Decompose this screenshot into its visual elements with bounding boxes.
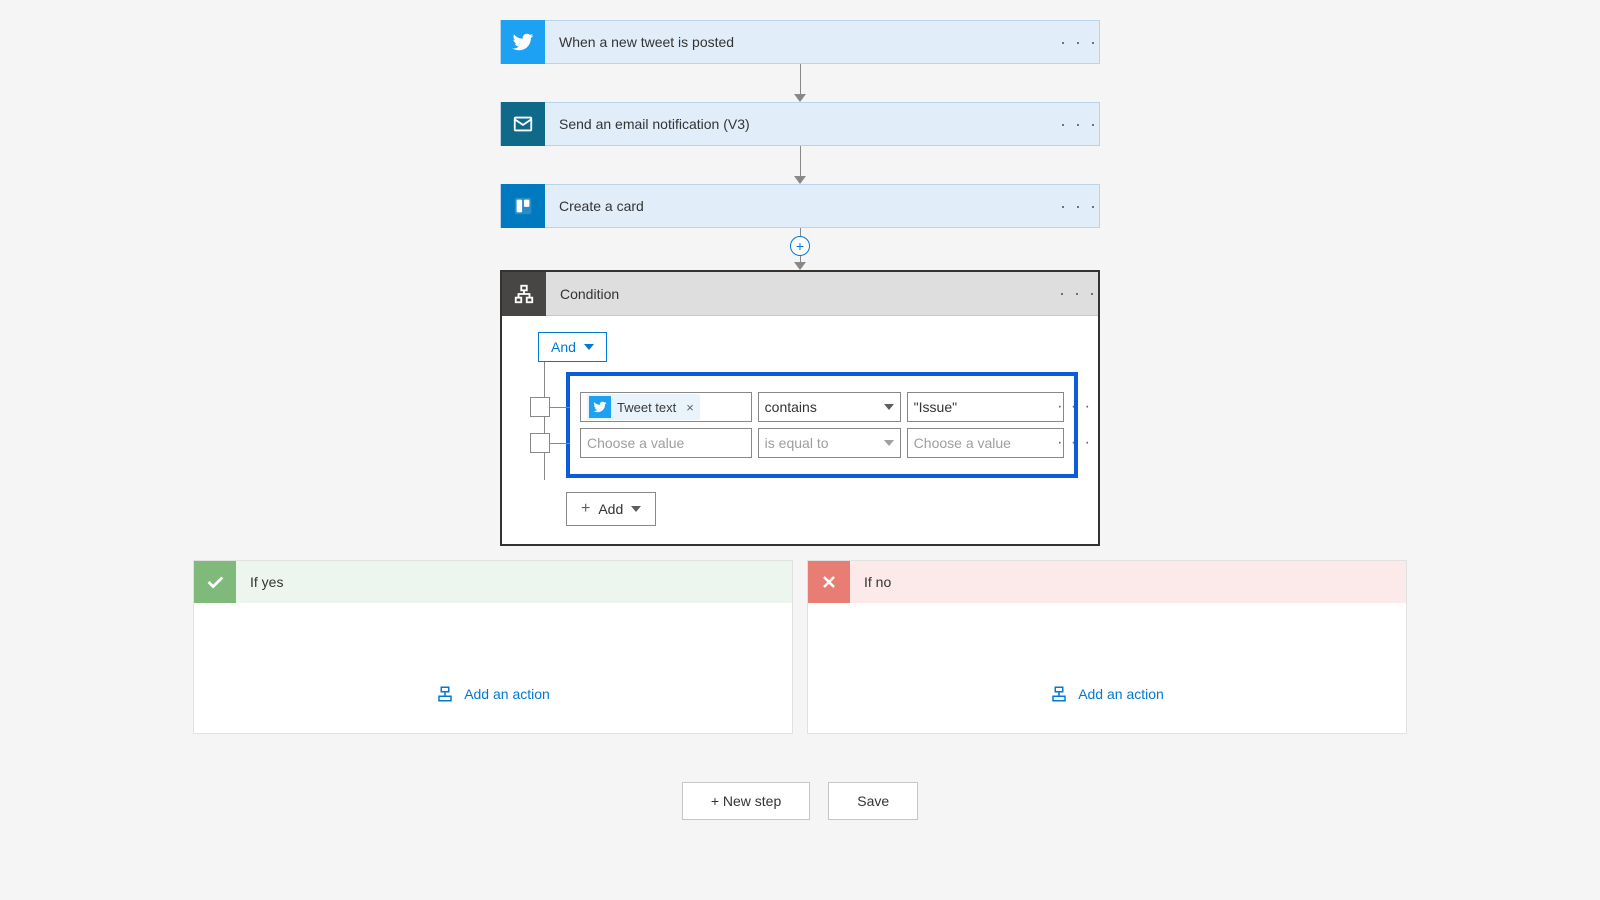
branch-title: If no [850,574,891,590]
add-action-label: Add an action [464,686,550,702]
group-operator-label: And [551,339,576,355]
save-button[interactable]: Save [828,782,918,820]
step-email-action[interactable]: Send an email notification (V3) · · · [500,102,1100,146]
branch-header[interactable]: If yes [194,561,792,603]
branch-body: Add an action [194,603,792,733]
step-title: When a new tweet is posted [545,34,1059,50]
condition-right-operand[interactable]: "Issue" [907,392,1064,422]
group-operator-dropdown[interactable]: And [538,332,607,362]
chevron-down-icon [631,506,641,512]
add-label: Add [598,501,623,517]
flow-canvas: When a new tweet is posted · · · Send an… [0,0,1600,900]
value-text: "Issue" [914,399,957,415]
more-menu-icon[interactable]: · · · [1058,283,1098,304]
condition-row: Choose a value is equal to Choose a valu… [580,428,1064,458]
tree-line [544,362,545,480]
mail-icon [501,102,545,146]
branch-body: Add an action [808,603,1406,733]
close-icon [808,561,850,603]
step-trello-action[interactable]: Create a card · · · [500,184,1100,228]
footer-actions: + New step Save [0,782,1600,820]
branch-if-yes: If yes Add an action [193,560,793,734]
chevron-down-icon [884,440,894,446]
condition-row: Tweet text × contains "Issue" · · · [580,392,1064,422]
more-menu-icon[interactable]: · · · [1059,32,1099,53]
plus-icon: + [581,501,590,517]
branch-header[interactable]: If no [808,561,1406,603]
chevron-down-icon [584,344,594,350]
condition-left-operand[interactable]: Choose a value [580,428,752,458]
new-step-button[interactable]: + New step [682,782,810,820]
trello-icon [501,184,545,228]
operator-label: contains [765,399,817,415]
add-action-icon [1050,685,1068,703]
add-condition-row-button[interactable]: + Add [566,492,656,526]
connector-arrow [500,64,1100,102]
token-label: Tweet text [617,400,676,415]
more-menu-icon[interactable]: · · · [1059,114,1099,135]
condition-body: And Tweet text × [502,316,1098,544]
add-step-inline-icon[interactable]: + [790,236,810,256]
row-select-checkbox[interactable] [530,397,550,417]
placeholder-text: Choose a value [587,435,684,451]
add-action-button[interactable]: Add an action [436,685,550,703]
step-condition: Condition · · · And [500,270,1100,546]
connector-arrow-with-add: + [500,228,1100,270]
chevron-down-icon [884,404,894,410]
add-action-label: Add an action [1078,686,1164,702]
condition-right-operand[interactable]: Choose a value [907,428,1064,458]
row-more-menu-icon[interactable]: · · · [1057,434,1092,452]
token-remove-icon[interactable]: × [686,400,694,415]
condition-icon [502,272,546,316]
connector-arrow [500,146,1100,184]
step-title: Create a card [545,198,1059,214]
tree-branch [550,407,570,408]
condition-operator-dropdown[interactable]: is equal to [758,428,901,458]
placeholder-text: Choose a value [914,435,1011,451]
check-icon [194,561,236,603]
row-select-checkbox[interactable] [530,433,550,453]
branch-title: If yes [236,574,283,590]
branch-if-no: If no Add an action [807,560,1407,734]
condition-branches: If yes Add an action If no Add an action [0,560,1600,734]
dynamic-token-tweet-text[interactable]: Tweet text × [587,394,700,420]
operator-placeholder: is equal to [765,435,829,451]
row-more-menu-icon[interactable]: · · · [1057,398,1092,416]
condition-operator-dropdown[interactable]: contains [758,392,901,422]
condition-header[interactable]: Condition · · · [502,272,1098,316]
add-action-button[interactable]: Add an action [1050,685,1164,703]
add-action-icon [436,685,454,703]
condition-title: Condition [546,286,1058,302]
more-menu-icon[interactable]: · · · [1059,196,1099,217]
step-title: Send an email notification (V3) [545,116,1059,132]
twitter-icon [589,396,611,418]
step-twitter-trigger[interactable]: When a new tweet is posted · · · [500,20,1100,64]
condition-rows-highlight: Tweet text × contains "Issue" · · · [566,372,1078,478]
twitter-icon [501,20,545,64]
tree-branch [550,443,570,444]
condition-left-operand[interactable]: Tweet text × [580,392,752,422]
